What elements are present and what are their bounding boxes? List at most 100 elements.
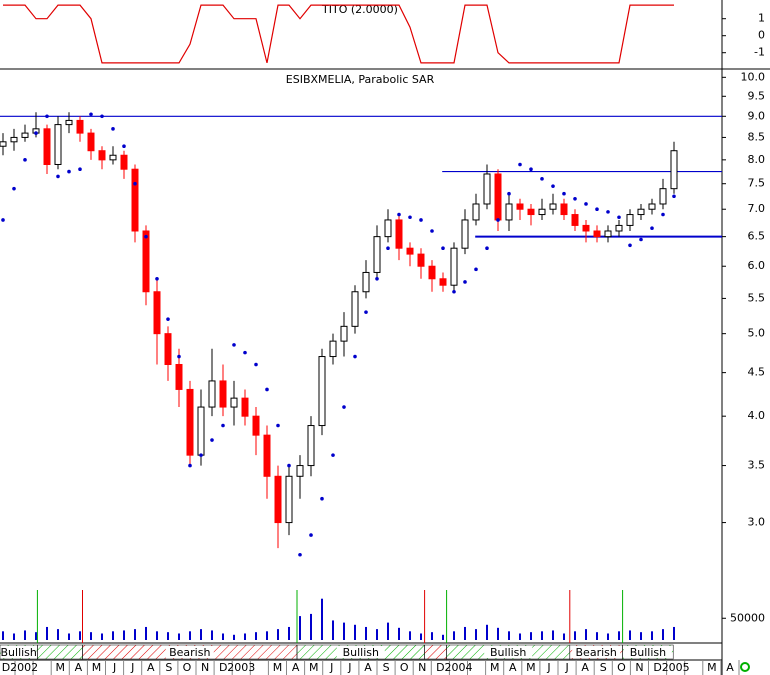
sar-dot: [342, 405, 346, 409]
volume-bar: [497, 627, 499, 640]
band-label: Bullish: [343, 646, 379, 659]
x-tick-label: M: [490, 661, 500, 674]
y-tick-label: 4.0: [748, 409, 766, 422]
candle-body: [406, 247, 414, 255]
sar-dot: [408, 215, 412, 220]
sar-dot: [199, 453, 203, 457]
volume-bar: [387, 622, 389, 640]
volume-bar: [475, 629, 477, 640]
candle-body: [175, 363, 183, 390]
band-label-bg: [623, 646, 672, 658]
sar-dot: [210, 438, 214, 442]
sar-dot: [100, 114, 104, 119]
volume-bar: [57, 629, 59, 640]
y-tick-label: 3.5: [748, 459, 766, 472]
candle-body: [120, 154, 128, 170]
volume-bar: [651, 631, 653, 640]
sar-dot: [188, 463, 192, 468]
candle-body: [648, 203, 656, 210]
candle-body: [373, 236, 381, 273]
x-tick-label: A: [581, 661, 589, 674]
volume-bar: [607, 633, 609, 640]
volume-bar: [673, 626, 675, 640]
band-label: Bullish: [490, 646, 526, 659]
volume-bar: [255, 632, 257, 640]
volume-bar: [277, 629, 279, 640]
sar-dot: [34, 131, 38, 135]
band-label: Bearish: [169, 646, 210, 659]
volume-bar: [541, 631, 543, 640]
volume-bar: [200, 629, 202, 640]
candle-body: [582, 224, 590, 232]
volume-bar: [640, 632, 642, 640]
volume-bar: [68, 633, 70, 640]
y-tick-label: 5.5: [748, 291, 766, 304]
sar-dot: [573, 197, 577, 201]
candle-body: [0, 141, 7, 147]
candle-body: [516, 203, 524, 210]
x-tick-label: N: [201, 661, 209, 674]
candle-body: [54, 124, 62, 165]
band-label: Bullish: [1, 646, 37, 659]
x-tick-label: J: [546, 661, 550, 674]
candle-body: [560, 203, 568, 216]
x-tick-label: N: [635, 661, 643, 674]
candle-body: [43, 128, 51, 165]
x-tick-label: D: [436, 661, 444, 674]
candle-body: [296, 465, 304, 477]
candle-body: [428, 265, 436, 280]
x-tick-label: J: [130, 661, 134, 674]
sar-dot: [56, 174, 60, 179]
sar-dot: [89, 112, 93, 117]
volume-bar: [519, 633, 521, 640]
sar-dot: [23, 158, 27, 162]
candle-body: [274, 475, 282, 524]
candle-body: [450, 247, 458, 286]
volume-bar: [90, 632, 92, 640]
candle-body: [505, 203, 513, 221]
sar-dot: [111, 127, 115, 131]
band-label-bg: [572, 646, 621, 658]
candle-body: [549, 203, 557, 210]
volume-bar: [156, 631, 158, 640]
status-icon[interactable]: [740, 662, 750, 672]
candle-body: [307, 425, 315, 467]
volume-bar: [167, 632, 169, 640]
candle-body: [318, 356, 326, 427]
volume-bar: [453, 631, 455, 640]
candle-body: [615, 224, 623, 232]
candle-body: [637, 208, 645, 216]
volume-bar: [618, 631, 620, 640]
candle-body: [351, 291, 359, 327]
sar-dot: [474, 267, 478, 272]
volume-bar: [35, 632, 37, 640]
candle-body: [219, 380, 227, 408]
volume-bar: [563, 633, 565, 640]
y-tick-label: 5.0: [748, 327, 766, 340]
volume-bar: [112, 631, 114, 640]
volume-bar: [585, 629, 587, 640]
sar-dot: [254, 362, 258, 367]
candle-body: [670, 150, 678, 190]
sar-dot: [386, 246, 390, 250]
band-label-bg: [165, 646, 214, 658]
x-tick-label: J: [329, 661, 333, 674]
y-tick-label: -1: [754, 46, 765, 59]
x-tick-label: A: [147, 661, 155, 674]
candle-body: [417, 253, 425, 267]
sar-dot: [122, 144, 126, 149]
candle-body: [186, 388, 194, 456]
candle-body: [593, 230, 601, 238]
candle-body: [263, 434, 271, 477]
sar-dot: [166, 317, 170, 321]
x-tick-label: S: [165, 661, 172, 674]
candle-body: [362, 271, 370, 293]
sar-dot: [309, 533, 313, 537]
volume-bar: [442, 634, 444, 640]
band-label: Bearish: [576, 646, 617, 659]
trend-band: [424, 644, 447, 660]
candle-body: [98, 150, 106, 161]
candle-body: [494, 173, 502, 221]
sar-dot: [287, 463, 291, 468]
